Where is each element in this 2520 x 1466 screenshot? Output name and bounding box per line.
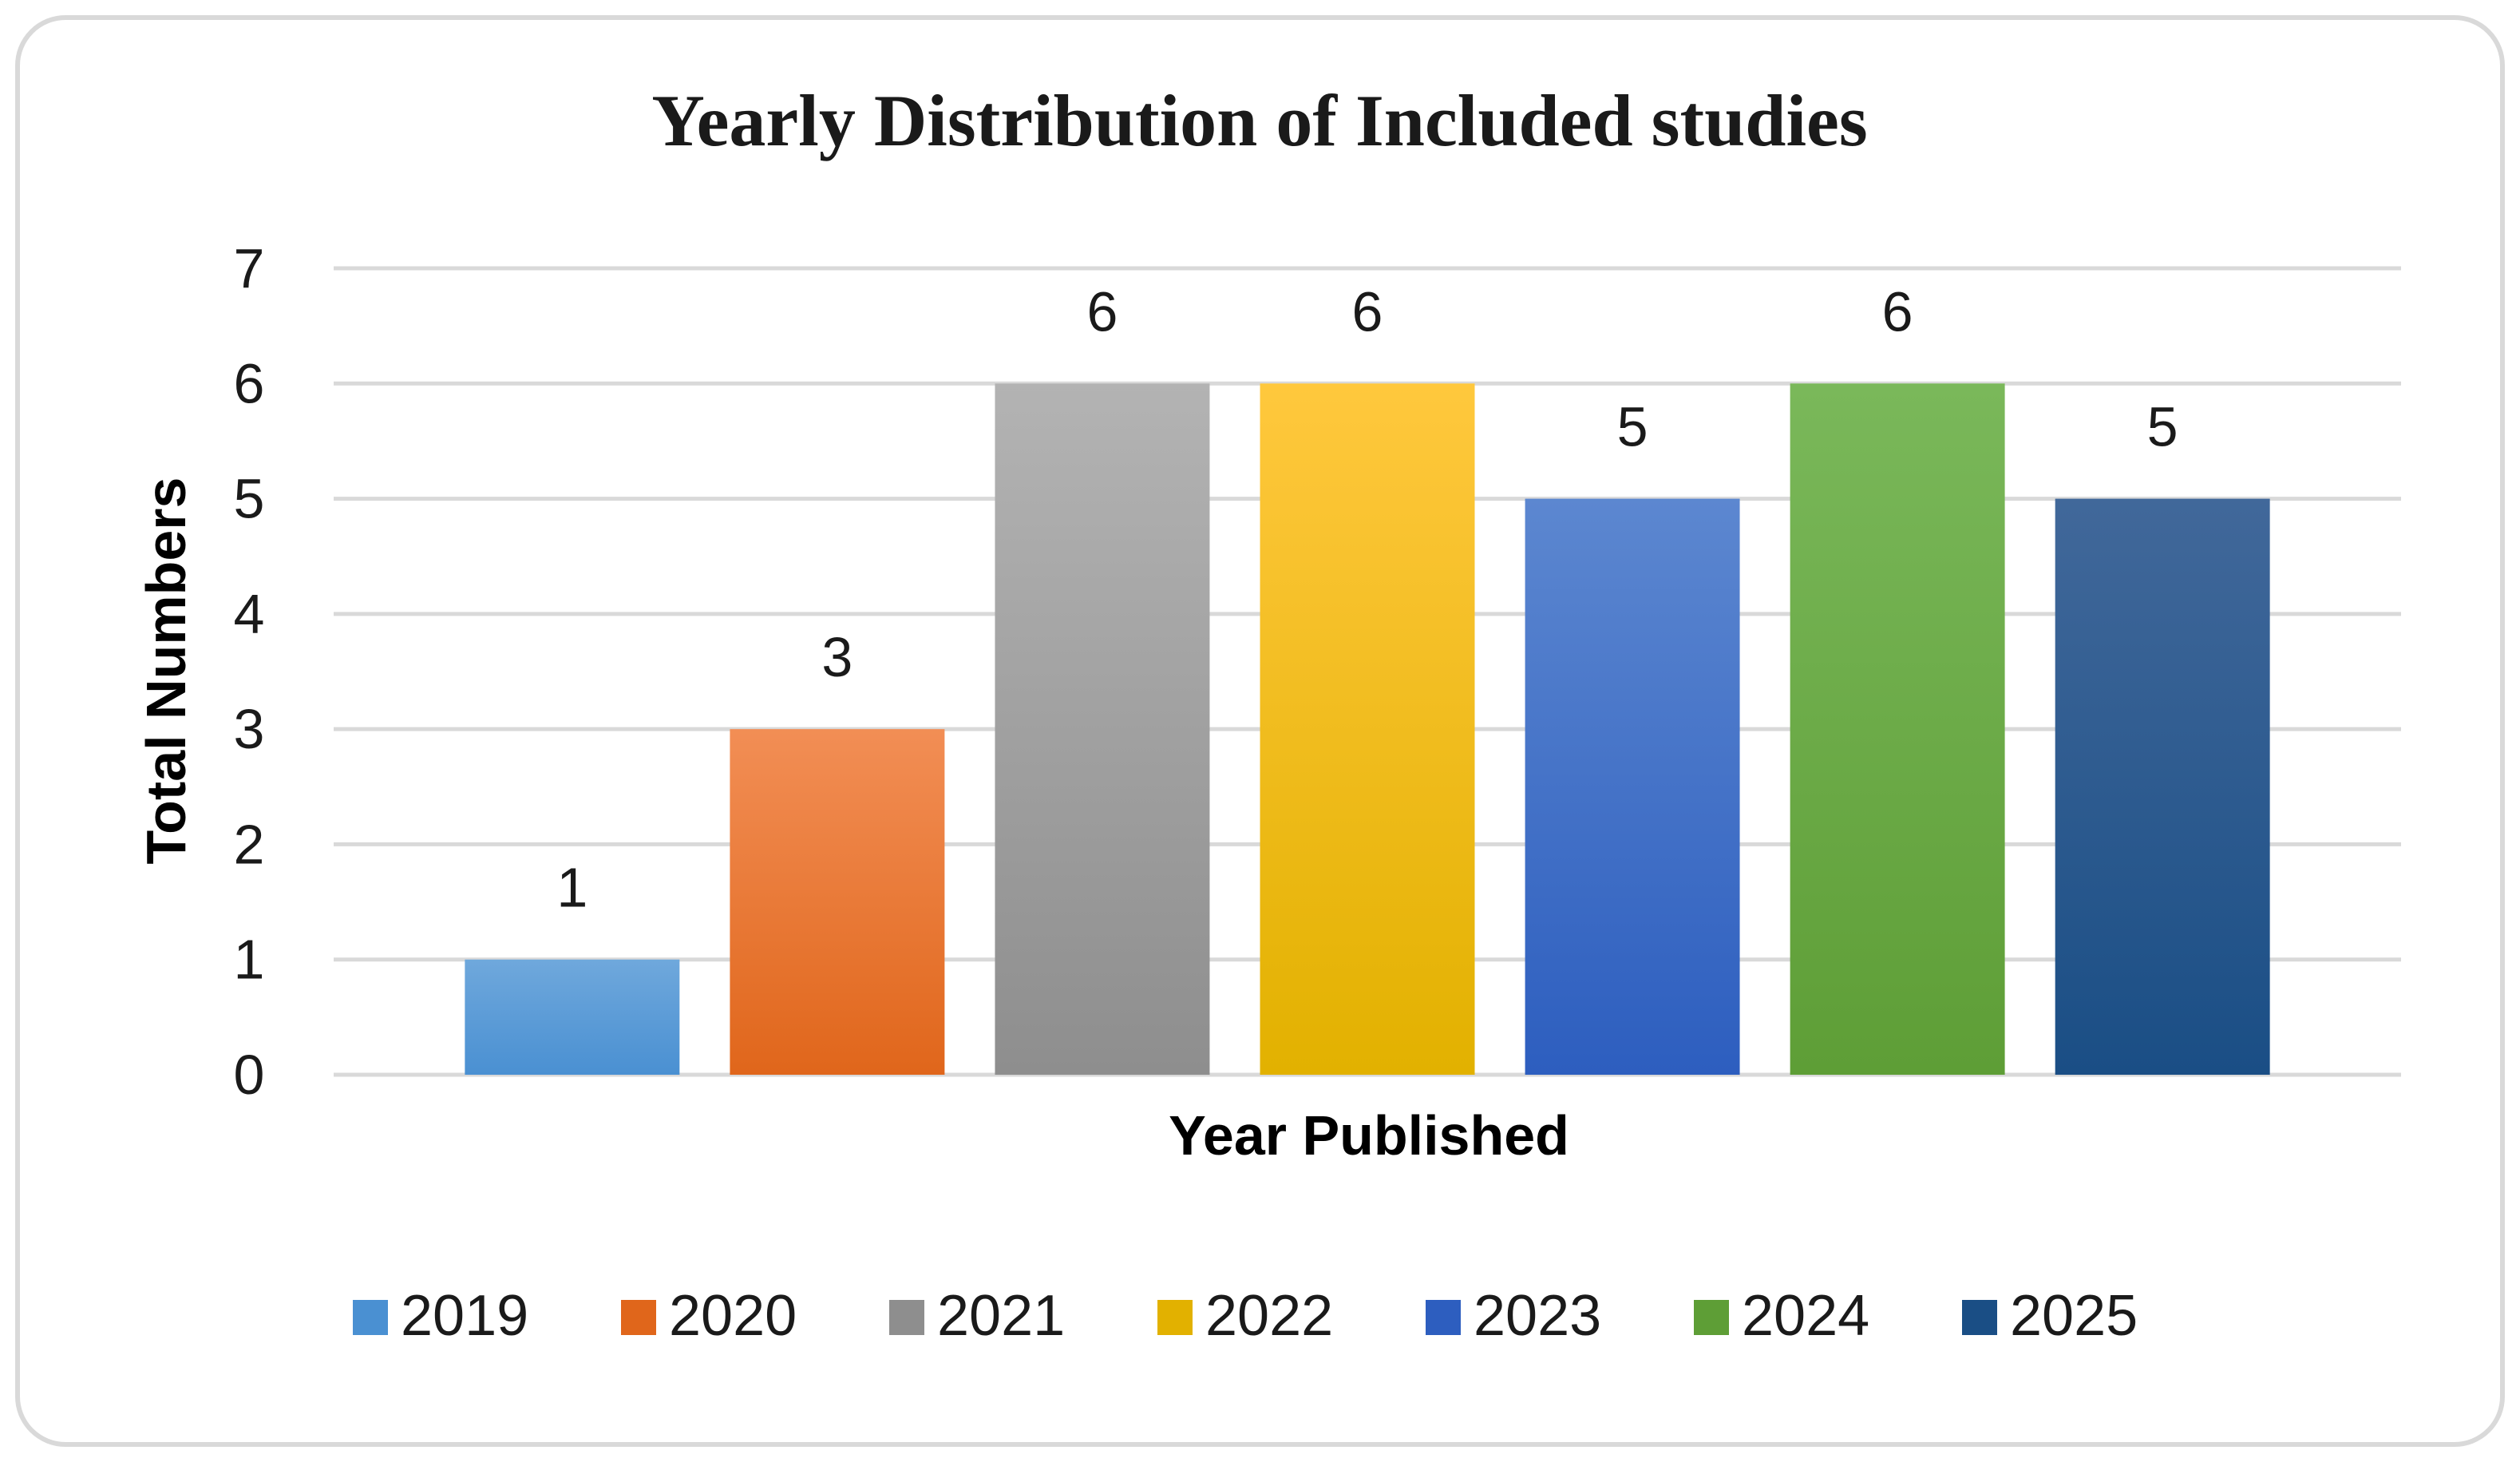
- y-tick-label: 2: [234, 813, 265, 875]
- data-label-2019: 1: [556, 857, 587, 919]
- legend-swatch-2022: [1157, 1300, 1193, 1335]
- legend-label-2022: 2022: [1205, 1284, 1333, 1348]
- legend-label-2023: 2023: [1474, 1284, 1601, 1348]
- y-tick-label: 1: [234, 929, 265, 991]
- data-label-2025: 5: [2147, 396, 2178, 458]
- y-tick-label: 0: [234, 1044, 265, 1106]
- data-labels: 1 3 6 6 5 6 5: [556, 280, 2178, 918]
- legend-label-2024: 2024: [1742, 1284, 1869, 1348]
- y-axis-label: Total Numbers: [135, 477, 197, 865]
- bar-2021: [995, 383, 1210, 1075]
- bar-2024: [1790, 383, 2005, 1075]
- y-axis-ticks: 0 1 2 3 4 5 6 7: [234, 237, 265, 1106]
- data-label-2023: 5: [1617, 396, 1648, 458]
- legend-label-2021: 2021: [937, 1284, 1065, 1348]
- y-tick-label: 3: [234, 698, 265, 760]
- data-label-2024: 6: [1882, 280, 1913, 343]
- bar-2019: [465, 959, 680, 1075]
- data-label-2020: 3: [821, 626, 853, 688]
- legend-label-2025: 2025: [2010, 1284, 2138, 1348]
- data-label-2022: 6: [1352, 280, 1383, 343]
- y-tick-label: 7: [234, 237, 265, 299]
- legend-swatch-2025: [1962, 1300, 1997, 1335]
- legend-swatch-2020: [621, 1300, 656, 1335]
- bars: [465, 383, 2270, 1075]
- y-tick-label: 5: [234, 468, 265, 530]
- bar-2020: [730, 729, 945, 1075]
- bar-2023: [1525, 498, 1740, 1075]
- legend-label-2020: 2020: [669, 1284, 797, 1348]
- bar-2025: [2055, 498, 2270, 1075]
- legend-swatch-2024: [1694, 1300, 1729, 1335]
- legend-swatch-2023: [1426, 1300, 1461, 1335]
- data-label-2021: 6: [1086, 280, 1118, 343]
- legend-swatch-2019: [353, 1300, 388, 1335]
- bar-2022: [1260, 383, 1475, 1075]
- x-axis-label: Year Published: [1169, 1104, 1569, 1167]
- chart-title: Yearly Distribution of Included studies: [651, 80, 1867, 161]
- legend-label-2019: 2019: [401, 1284, 528, 1348]
- legend-swatch-2021: [889, 1300, 924, 1335]
- y-tick-label: 4: [234, 583, 265, 645]
- legend: 2019 2020 2021 2022 2023 2024 2025: [353, 1284, 2138, 1348]
- y-tick-label: 6: [234, 352, 265, 414]
